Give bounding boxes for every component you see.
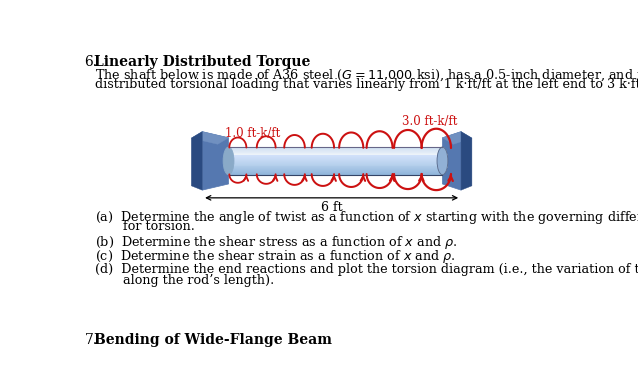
Ellipse shape — [437, 147, 448, 175]
Text: (b)  Determine the shear stress as a function of $x$ and $\rho$.: (b) Determine the shear stress as a func… — [95, 234, 457, 251]
Bar — [228, 154, 442, 155]
Bar — [228, 154, 442, 156]
Polygon shape — [191, 132, 202, 190]
Ellipse shape — [437, 147, 448, 174]
Bar — [228, 152, 442, 154]
Ellipse shape — [437, 147, 448, 174]
Bar — [228, 162, 442, 163]
Bar — [228, 161, 442, 162]
Ellipse shape — [437, 147, 448, 174]
Ellipse shape — [437, 147, 448, 175]
Text: 6.: 6. — [84, 55, 98, 68]
Bar — [228, 151, 442, 152]
Bar — [228, 155, 442, 157]
Bar — [228, 152, 442, 153]
Ellipse shape — [437, 147, 448, 174]
Bar — [228, 159, 442, 160]
Bar — [228, 148, 442, 149]
Bar — [228, 157, 442, 158]
Ellipse shape — [437, 147, 448, 174]
Polygon shape — [442, 132, 472, 144]
Ellipse shape — [437, 148, 448, 174]
Bar — [228, 156, 442, 158]
Ellipse shape — [437, 148, 448, 174]
Text: distributed torsional loading that varies linearly from 1 k·ft/ft at the left en: distributed torsional loading that varie… — [95, 78, 638, 91]
Text: 3.0 ft-k/ft: 3.0 ft-k/ft — [402, 115, 457, 128]
Bar — [228, 163, 442, 164]
Bar — [228, 171, 442, 172]
Bar — [228, 150, 442, 151]
Bar — [228, 168, 442, 170]
Polygon shape — [202, 132, 228, 190]
Ellipse shape — [437, 147, 448, 175]
Bar — [228, 174, 442, 175]
Text: (a)  Determine the angle of twist as a function of $x$ starting with the governi: (a) Determine the angle of twist as a fu… — [95, 209, 638, 226]
Text: (c)  Determine the shear strain as a function of $x$ and $\rho$.: (c) Determine the shear strain as a func… — [95, 248, 456, 265]
Text: 6 ft: 6 ft — [321, 201, 343, 214]
Text: Bending of Wide-Flange Beam: Bending of Wide-Flange Beam — [94, 334, 332, 347]
Ellipse shape — [437, 147, 448, 174]
Polygon shape — [191, 132, 228, 144]
Bar — [228, 158, 442, 160]
Bar — [228, 164, 442, 165]
Ellipse shape — [437, 147, 448, 175]
Bar — [228, 165, 442, 167]
Bar — [228, 167, 442, 168]
Ellipse shape — [437, 147, 448, 174]
Polygon shape — [461, 132, 472, 190]
Text: (d)  Determine the end reactions and plot the torsion diagram (i.e., the variati: (d) Determine the end reactions and plot… — [95, 262, 638, 276]
Ellipse shape — [437, 148, 448, 174]
Bar — [228, 165, 442, 166]
Bar — [228, 169, 442, 170]
Text: Linearly Distributed Torque: Linearly Distributed Torque — [94, 55, 310, 68]
Text: for torsion.: for torsion. — [95, 220, 195, 233]
Text: The shaft below is made of A36 steel ($G = 11{,}000$ ksi), has a 0.5-inch diamet: The shaft below is made of A36 steel ($G… — [95, 67, 638, 84]
Bar — [228, 147, 442, 148]
Ellipse shape — [437, 147, 448, 174]
Ellipse shape — [437, 147, 448, 174]
Ellipse shape — [437, 147, 448, 175]
Text: 1.0 ft-k/ft: 1.0 ft-k/ft — [225, 127, 281, 140]
Bar — [228, 149, 442, 150]
Ellipse shape — [223, 147, 234, 175]
Bar — [228, 167, 442, 169]
Bar — [228, 173, 442, 174]
Bar — [228, 160, 442, 161]
Bar — [228, 170, 442, 171]
Ellipse shape — [437, 147, 448, 174]
Ellipse shape — [437, 148, 448, 174]
Text: along the rod’s length).: along the rod’s length). — [95, 274, 274, 287]
Bar — [228, 172, 442, 173]
Ellipse shape — [437, 147, 448, 174]
Text: 7.: 7. — [84, 334, 98, 347]
Polygon shape — [442, 132, 461, 190]
